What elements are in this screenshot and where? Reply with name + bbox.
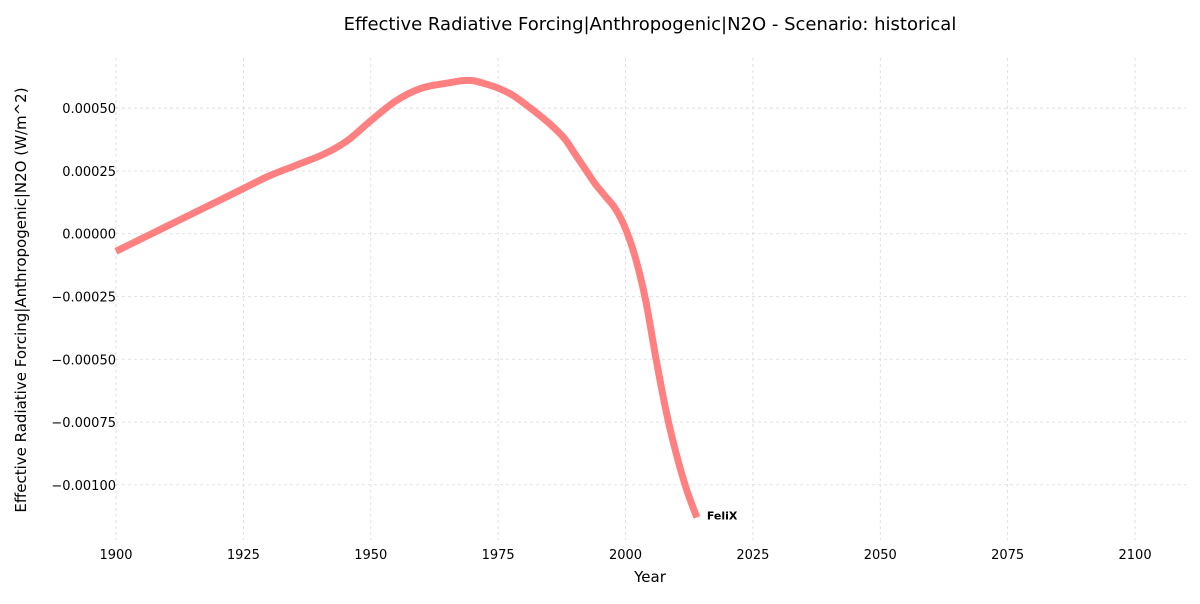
y-axis-label: Effective Radiative Forcing|Anthropogeni… — [12, 87, 30, 512]
x-tick-label: 1900 — [99, 548, 132, 563]
x-axis-label: Year — [633, 568, 667, 586]
series-line — [114, 76, 701, 519]
chart-title: Effective Radiative Forcing|Anthropogeni… — [344, 14, 957, 35]
x-tick-label: 2000 — [609, 548, 642, 563]
y-tick-label: −0.00100 — [51, 479, 116, 494]
x-tick-label: 2100 — [1119, 548, 1152, 563]
x-tick-label: 1950 — [354, 548, 387, 563]
x-tick-label: 2075 — [991, 548, 1024, 563]
x-tick-label: 2050 — [864, 548, 897, 563]
grid — [115, 58, 1186, 540]
x-tick-label: 1925 — [227, 548, 260, 563]
y-tick-label: 0.00025 — [62, 165, 116, 180]
y-tick-label: −0.00050 — [51, 353, 116, 368]
x-tick-label: 2025 — [736, 548, 769, 563]
y-tick-label: −0.00075 — [51, 416, 116, 431]
x-tick-label: 1975 — [482, 548, 515, 563]
y-tick-label: 0.00000 — [62, 228, 116, 243]
y-axis-ticks: 0.00050 0.00025 0.00000 −0.00025 −0.00050 −0.… — [51, 102, 116, 494]
series-end-label: FeliX — [707, 509, 738, 522]
y-tick-label: 0.00050 — [62, 102, 116, 117]
series-layer: FeliX — [114, 76, 738, 522]
x-axis-ticks: 1900 1925 1950 1975 2000 2025 2050 2075 2100 — [99, 548, 1151, 563]
y-tick-label: −0.00025 — [51, 290, 116, 305]
